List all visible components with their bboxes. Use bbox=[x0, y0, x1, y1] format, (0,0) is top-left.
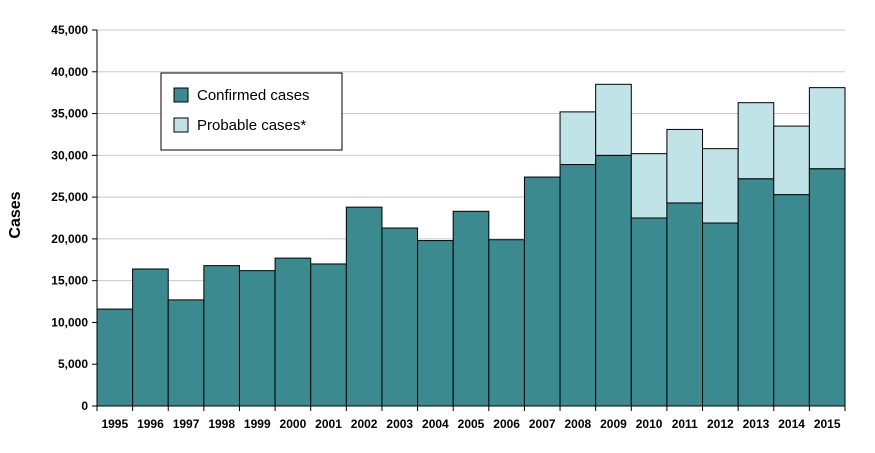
y-tick-label: 10,000 bbox=[51, 315, 88, 329]
legend-swatch bbox=[173, 87, 189, 103]
bar-probable-2013 bbox=[737, 102, 775, 180]
x-tick-label: 2007 bbox=[529, 417, 556, 431]
bar-confirmed-2001 bbox=[310, 263, 347, 407]
bar-probable-2009 bbox=[595, 83, 632, 156]
x-tick-label: 2000 bbox=[280, 417, 307, 431]
y-tick-label: 5,000 bbox=[58, 357, 88, 371]
bar-probable-2015 bbox=[808, 87, 846, 170]
x-tick-label: 2006 bbox=[493, 417, 520, 431]
y-tick-label: 45,000 bbox=[51, 23, 88, 37]
x-tick-label: 1995 bbox=[101, 417, 128, 431]
bar-confirmed-2011 bbox=[666, 202, 704, 407]
bar-probable-2012 bbox=[702, 148, 739, 224]
bar-confirmed-2015 bbox=[808, 168, 846, 407]
bar-confirmed-1999 bbox=[238, 270, 276, 407]
bar-confirmed-1995 bbox=[96, 308, 134, 407]
bar-confirmed-2013 bbox=[737, 178, 775, 407]
bar-confirmed-2008 bbox=[559, 164, 597, 407]
x-tick-label: 2001 bbox=[315, 417, 342, 431]
bar-confirmed-2003 bbox=[381, 227, 419, 407]
x-tick-label: 2014 bbox=[778, 417, 805, 431]
y-tick-label: 15,000 bbox=[51, 274, 88, 288]
y-tick-label: 20,000 bbox=[51, 232, 88, 246]
bar-confirmed-1998 bbox=[203, 265, 240, 407]
x-tick-label: 2003 bbox=[386, 417, 413, 431]
bar-confirmed-2010 bbox=[630, 217, 668, 407]
bar-confirmed-1997 bbox=[167, 299, 205, 407]
x-tick-label: 2005 bbox=[458, 417, 485, 431]
x-tick-label: 1996 bbox=[137, 417, 164, 431]
bar-probable-2010 bbox=[630, 153, 668, 219]
y-tick-label: 40,000 bbox=[51, 65, 88, 79]
x-tick-label: 2009 bbox=[600, 417, 627, 431]
x-tick-label: 2004 bbox=[422, 417, 449, 431]
x-tick-label: 2013 bbox=[743, 417, 770, 431]
y-tick-label: 25,000 bbox=[51, 190, 88, 204]
x-tick-label: 1999 bbox=[244, 417, 271, 431]
bars bbox=[96, 83, 846, 407]
legend-swatch bbox=[173, 117, 189, 133]
bar-confirmed-2009 bbox=[595, 154, 632, 407]
y-tick-label: 35,000 bbox=[51, 107, 88, 121]
y-tick-label: 30,000 bbox=[51, 148, 88, 162]
x-tick-label: 2002 bbox=[351, 417, 378, 431]
bar-confirmed-2014 bbox=[773, 194, 810, 407]
bar-confirmed-2007 bbox=[523, 176, 561, 407]
legend-label: Probable cases* bbox=[197, 117, 306, 134]
x-tick-label: 2015 bbox=[814, 417, 841, 431]
bar-confirmed-2006 bbox=[488, 239, 525, 407]
x-tick-label: 1998 bbox=[208, 417, 235, 431]
y-axis-title: Cases bbox=[7, 191, 24, 238]
x-tick-label: 1997 bbox=[173, 417, 200, 431]
legend-label: Confirmed cases bbox=[197, 87, 310, 104]
bar-probable-2014 bbox=[773, 125, 810, 196]
y-tick-labels: 0 5,000 10,000 15,000 20,000 25,000 30,000 35,0… bbox=[51, 23, 88, 413]
x-tick-labels: 1995 1996 1997 1998 1999 2000 2001 2002 2003 2004… bbox=[101, 417, 840, 431]
bar-confirmed-2012 bbox=[702, 222, 739, 407]
bar-confirmed-2000 bbox=[274, 257, 312, 407]
bar-confirmed-2002 bbox=[345, 206, 383, 407]
x-tick-label: 2008 bbox=[565, 417, 592, 431]
x-tick-label: 2010 bbox=[636, 417, 663, 431]
legend: Confirmed cases Probable cases* bbox=[160, 72, 343, 151]
y-tick-label: 0 bbox=[81, 399, 88, 413]
x-tick-label: 2011 bbox=[672, 417, 698, 431]
axes bbox=[92, 29, 846, 411]
legend-box bbox=[160, 72, 343, 151]
bar-probable-2008 bbox=[559, 111, 597, 166]
bar-confirmed-2004 bbox=[417, 240, 454, 407]
bar-confirmed-2005 bbox=[452, 210, 490, 407]
x-tick-label: 2012 bbox=[707, 417, 734, 431]
bar-probable-2011 bbox=[666, 128, 704, 204]
bar-confirmed-1996 bbox=[132, 268, 169, 407]
